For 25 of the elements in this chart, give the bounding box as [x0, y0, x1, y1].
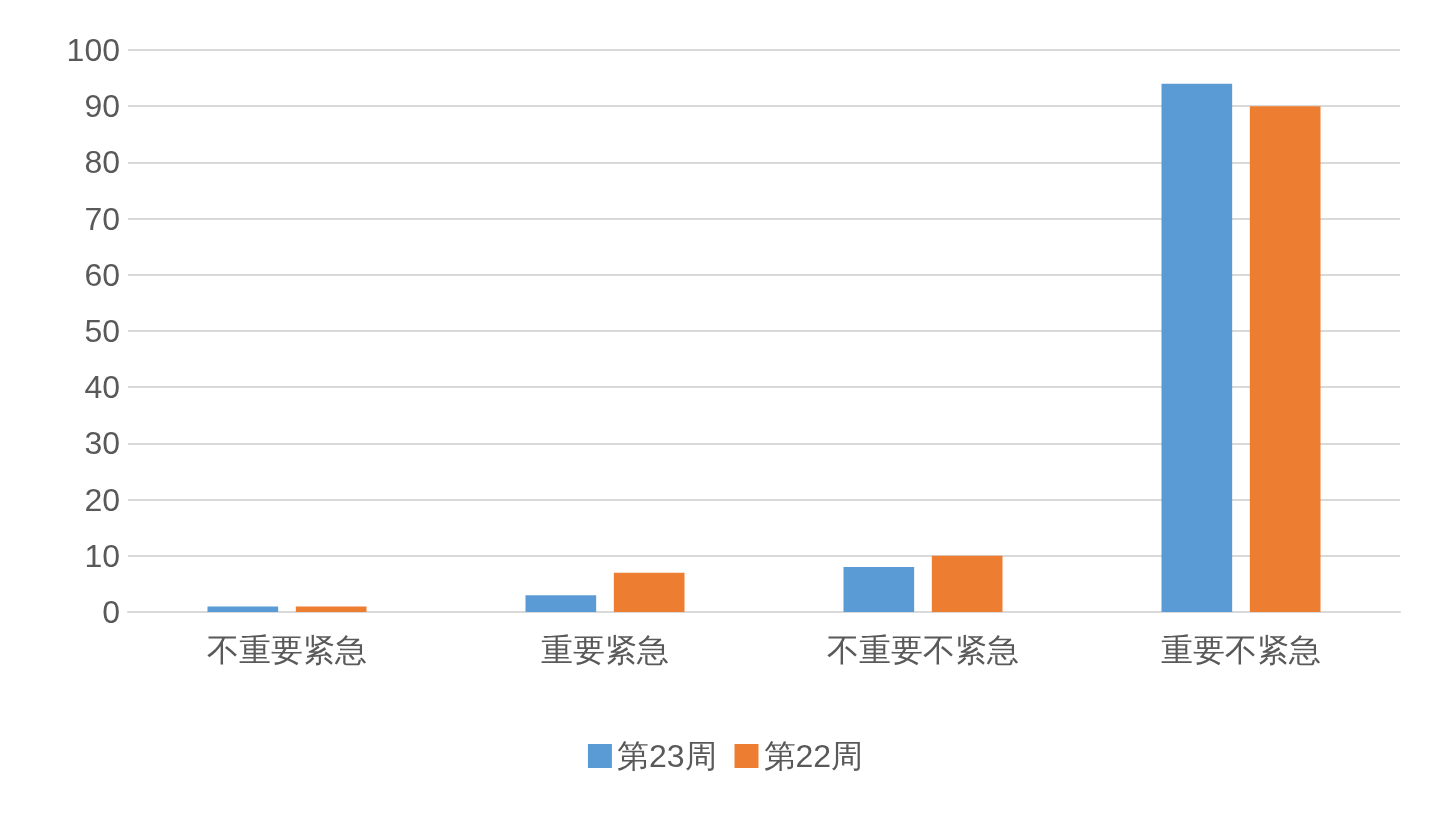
bar — [207, 606, 279, 612]
y-tick-label: 100 — [66, 32, 120, 68]
x-tick-label: 重要紧急 — [541, 632, 669, 668]
bar — [613, 572, 685, 612]
bar — [1249, 106, 1321, 612]
y-tick-label: 50 — [84, 313, 120, 349]
y-tick-label: 90 — [84, 88, 120, 125]
y-tick-label: 30 — [84, 425, 120, 462]
bar — [525, 595, 597, 612]
x-tick-label: 重要不紧急 — [1161, 632, 1321, 668]
y-tick-label: 80 — [84, 144, 120, 181]
bar — [843, 567, 915, 612]
bar — [1161, 83, 1233, 612]
y-tick-label: 0 — [102, 594, 120, 630]
y-tick-label: 10 — [84, 537, 120, 574]
x-tick-label: 不重要不紧急 — [827, 632, 1019, 668]
y-tick-label: 60 — [84, 256, 120, 293]
y-tick-label: 20 — [84, 481, 120, 518]
legend-label: 第23周 — [616, 738, 717, 774]
bar — [295, 606, 367, 612]
legend-label: 第22周 — [763, 738, 864, 774]
y-tick-label: 70 — [84, 200, 120, 237]
x-tick-label: 不重要紧急 — [207, 632, 367, 668]
y-tick-label: 40 — [84, 369, 120, 406]
bar — [931, 555, 1003, 612]
